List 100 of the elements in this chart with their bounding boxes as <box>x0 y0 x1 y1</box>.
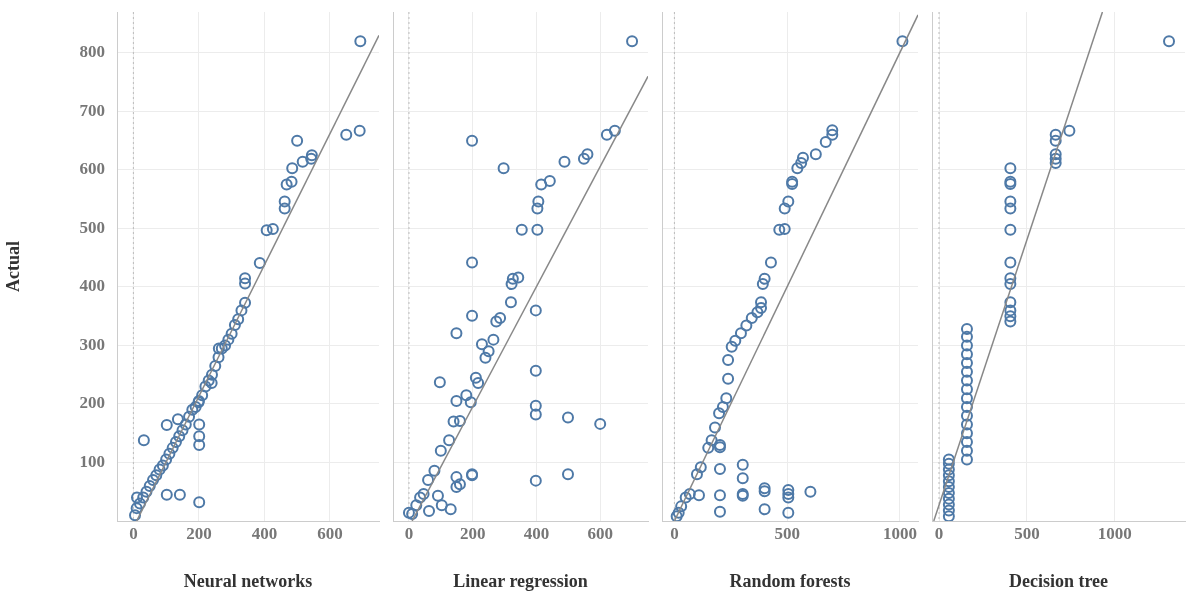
point <box>1004 202 1017 215</box>
y-tick-label: 500 <box>79 217 105 237</box>
point <box>1004 223 1017 236</box>
point <box>791 162 804 175</box>
y-tick-label: 800 <box>79 42 105 62</box>
point <box>1063 124 1076 137</box>
point <box>722 372 735 385</box>
y-tick-label: 100 <box>79 451 105 471</box>
point <box>960 400 973 413</box>
point <box>713 407 726 420</box>
point <box>942 475 955 488</box>
y-axis-title: Actual <box>3 241 24 292</box>
point <box>782 195 795 208</box>
point <box>694 461 707 474</box>
point <box>713 489 726 502</box>
point <box>960 436 973 449</box>
x-tick-label: 400 <box>251 523 278 543</box>
point <box>745 311 758 324</box>
point <box>713 505 726 518</box>
point <box>960 339 973 352</box>
x-tick-label: 1000 <box>882 523 917 543</box>
point <box>758 503 771 516</box>
point <box>1163 35 1176 48</box>
point <box>960 348 973 361</box>
point <box>773 223 786 236</box>
x-tick-label: 600 <box>317 523 343 543</box>
x-tick-label: 200 <box>459 523 486 543</box>
point <box>942 486 955 499</box>
point <box>960 383 973 396</box>
point <box>672 506 685 519</box>
point <box>942 457 955 470</box>
x-axis-title: Linear regression <box>453 570 588 591</box>
x-tick-label: 400 <box>523 523 550 543</box>
point <box>778 223 791 236</box>
x-tick-label: 500 <box>1014 523 1040 543</box>
point <box>1049 134 1062 147</box>
point <box>1004 195 1017 208</box>
y-tick-label: 300 <box>79 334 105 354</box>
x-tick-label: 600 <box>587 523 613 543</box>
point <box>734 327 747 340</box>
point <box>702 441 715 454</box>
point <box>942 453 955 466</box>
x-tick-label: 0 <box>129 523 138 543</box>
point <box>896 35 909 48</box>
point <box>960 365 973 378</box>
x-tick-label: 0 <box>934 523 944 543</box>
point <box>960 453 973 466</box>
point <box>782 506 795 519</box>
point <box>942 510 955 521</box>
point <box>778 202 791 215</box>
point <box>736 458 749 471</box>
point <box>692 489 705 502</box>
x-tick-label: 0 <box>670 523 679 543</box>
point <box>960 427 973 440</box>
point <box>709 421 721 434</box>
point <box>795 156 808 169</box>
point <box>809 148 822 161</box>
point <box>755 302 768 315</box>
point <box>942 492 955 505</box>
point <box>1004 278 1017 291</box>
point <box>1004 310 1017 323</box>
point <box>960 418 973 431</box>
point <box>1004 272 1017 285</box>
point <box>722 354 735 367</box>
point <box>1004 256 1017 269</box>
point <box>942 469 955 482</box>
point <box>960 323 973 336</box>
point <box>960 444 973 457</box>
point <box>960 409 973 422</box>
point <box>705 434 718 447</box>
point <box>960 392 973 405</box>
x-axis-title: Decision tree <box>1008 570 1109 591</box>
point <box>819 135 832 148</box>
point <box>670 510 683 521</box>
point <box>782 483 795 496</box>
point <box>826 124 839 137</box>
point <box>729 334 742 347</box>
point <box>1004 296 1017 309</box>
point <box>1004 315 1017 328</box>
point <box>942 463 955 476</box>
point <box>804 485 817 498</box>
x-axis-title: Neural networks <box>183 570 313 591</box>
point <box>740 319 753 332</box>
point <box>826 128 839 141</box>
point <box>720 392 733 405</box>
point <box>942 498 955 511</box>
y-tick-label: 200 <box>79 393 105 413</box>
x-tick-label: 200 <box>186 523 212 543</box>
point <box>1049 148 1062 161</box>
point <box>1049 152 1062 165</box>
point <box>1049 128 1062 141</box>
x-axis-title: Random forests <box>729 570 851 591</box>
point <box>960 330 973 343</box>
point <box>942 504 955 517</box>
point <box>1004 304 1017 317</box>
point <box>690 468 703 481</box>
point <box>725 340 738 353</box>
point <box>756 278 769 291</box>
point <box>1004 162 1017 175</box>
x-tick-label: 500 <box>774 523 800 543</box>
